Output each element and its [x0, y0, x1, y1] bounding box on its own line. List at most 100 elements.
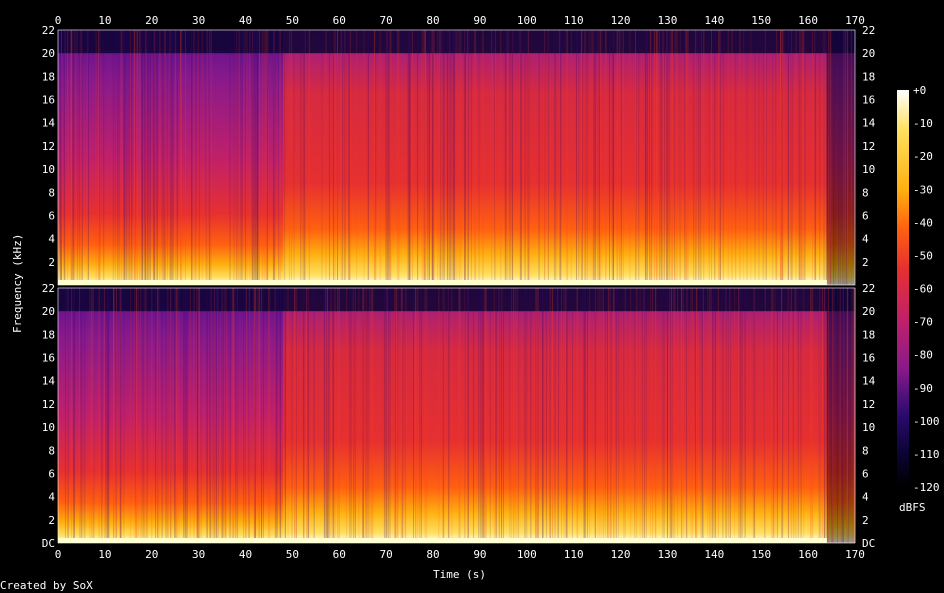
spectrum-streak	[405, 288, 407, 543]
spectrum-streak	[169, 30, 171, 285]
spectrum-streak	[215, 288, 217, 543]
spectrum-streak	[233, 288, 235, 543]
spectrum-streak	[261, 288, 263, 543]
spectrum-streak	[453, 30, 455, 285]
spectrum-streak	[73, 30, 75, 285]
spectrum-streak	[673, 30, 675, 285]
spectrum-streak	[119, 288, 121, 543]
spectrum-streak	[308, 288, 310, 543]
spectrum-streak	[437, 30, 439, 285]
spectrum-streak	[280, 288, 282, 543]
spectrogram-panels	[58, 30, 856, 543]
spectrum-streak	[92, 288, 94, 543]
y-tick-label-left: 8	[48, 444, 55, 457]
spectrum-streak	[214, 288, 216, 543]
spectrum-streak	[686, 30, 688, 285]
x-tick-label-bottom: 130	[658, 548, 678, 561]
cutoff-band	[58, 288, 855, 312]
spectrum-streak	[245, 30, 247, 285]
spectrum-streak	[677, 288, 679, 543]
spectrum-streak	[303, 288, 305, 543]
spectrum-streak	[172, 30, 174, 285]
spectrum-streak	[823, 288, 825, 543]
spectrum-streak	[708, 30, 710, 285]
spectrum-streak	[847, 288, 849, 543]
y-tick-label-left: 4	[48, 233, 55, 246]
spectrum-streak	[671, 30, 673, 285]
spectrum-streak	[105, 288, 107, 543]
spectrum-streak	[542, 288, 544, 543]
spectrum-streak	[295, 288, 297, 543]
y-tick-label-left: 12	[42, 398, 55, 411]
spectrum-streak	[114, 30, 116, 285]
spectrum-streak	[386, 30, 388, 285]
spectrum-streak	[254, 30, 256, 285]
y-tick-label-left: 20	[42, 47, 55, 60]
spectrum-streak	[255, 288, 257, 543]
spectrum-streak	[407, 30, 409, 285]
spectrum-streak	[580, 30, 582, 285]
spectrum-streak	[340, 30, 342, 285]
x-tick-label-bottom: 100	[517, 548, 537, 561]
spectrum-streak	[595, 30, 597, 285]
y-tick-label-left: 12	[42, 140, 55, 153]
spectrum-streak	[274, 288, 276, 543]
spectrum-streak	[82, 288, 84, 543]
spectrum-streak	[221, 288, 223, 543]
spectrum-streak	[722, 288, 724, 543]
y-tick-label-left: 10	[42, 163, 55, 176]
spectrum-streak	[74, 30, 76, 285]
spectrum-streak	[846, 288, 848, 543]
spectrum-streak	[368, 30, 370, 285]
spectrum-streak	[528, 30, 530, 285]
spectrum-streak	[655, 288, 657, 543]
spectrum-streak	[663, 30, 665, 285]
spectrum-streak	[136, 30, 138, 285]
spectrum-streak	[74, 288, 76, 543]
spectrum-streak	[81, 30, 83, 285]
spectrum-streak	[753, 288, 755, 543]
spectrum-streak	[266, 30, 268, 285]
spectrum-streak	[303, 30, 305, 285]
spectrum-streak	[350, 288, 352, 543]
x-tick-label-top: 60	[333, 14, 346, 27]
spectrum-streak	[537, 288, 539, 543]
spectrum-streak	[424, 30, 426, 285]
spectrum-streak	[524, 288, 526, 543]
spectrum-streak	[300, 30, 302, 285]
spectrum-streak	[349, 30, 351, 285]
x-tick-label-bottom: 20	[145, 548, 158, 561]
colorbar-tick-label: -10	[913, 117, 933, 130]
spectrum-streak	[714, 288, 716, 543]
spectrum-streak	[159, 30, 161, 285]
spectrum-streak	[507, 30, 509, 285]
spectrum-streak	[388, 30, 390, 285]
spectrum-streak	[174, 30, 176, 285]
spectrum-streak	[802, 30, 804, 285]
spectrum-streak	[124, 30, 126, 285]
spectrum-streak	[253, 288, 255, 543]
spectrum-streak	[519, 30, 521, 285]
spectrum-streak	[348, 30, 350, 285]
spectrum-streak	[197, 30, 199, 285]
spectrum-streak	[695, 288, 697, 543]
spectrum-streak	[390, 30, 392, 285]
spectrum-streak	[699, 30, 701, 285]
spectrum-streak	[846, 30, 848, 285]
spectrum-streak	[184, 288, 186, 543]
spectrum-streak	[307, 288, 309, 543]
y-tick-label-right: 18	[862, 70, 875, 83]
spectrum-streak	[620, 30, 622, 285]
spectrum-streak	[447, 30, 449, 285]
spectrum-streak	[601, 30, 603, 285]
spectrum-streak	[287, 288, 289, 543]
spectrum-streak	[712, 288, 714, 543]
spectrum-streak	[385, 288, 387, 543]
spectrum-streak	[703, 30, 705, 285]
spectrum-streak	[646, 30, 648, 285]
spectrum-streak	[71, 288, 73, 543]
spectrum-streak	[99, 30, 101, 285]
spectrum-streak	[374, 30, 376, 285]
spectrum-streak	[70, 30, 72, 285]
spectrum-streak	[823, 288, 825, 543]
